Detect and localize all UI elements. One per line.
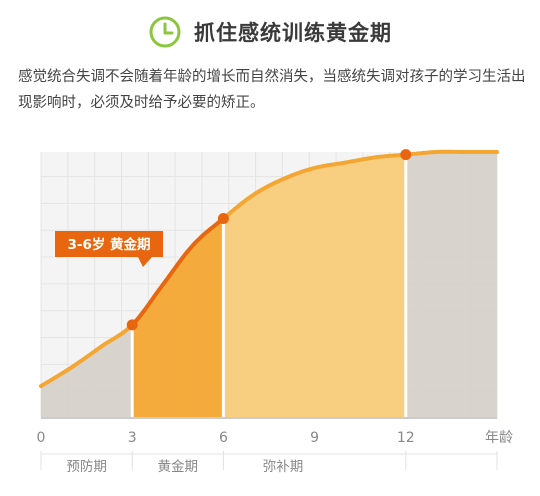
- callout-shape: [55, 231, 163, 267]
- x-tick-label: 6: [219, 430, 228, 446]
- curve-marker: [217, 213, 229, 224]
- callout-text: 3-6岁 黄金期: [67, 236, 150, 253]
- period-label: 弥补期: [263, 458, 304, 475]
- area-弥补期: [223, 154, 406, 418]
- period-label: 黄金期: [158, 459, 199, 475]
- area-tail: [405, 151, 497, 419]
- curve-marker: [400, 149, 412, 161]
- curve-line: [221, 149, 499, 221]
- curve-line-highlight: [130, 216, 226, 327]
- clock-icon: [149, 16, 181, 48]
- intro-text: 感觉统合失调不会随着年龄的增长而自然消失，当感统失调对孩子的学习生活出现影响时，…: [18, 69, 526, 111]
- period-label: 预防期: [66, 459, 107, 475]
- x-axis-label: 年龄: [485, 430, 513, 446]
- x-tick-label: 12: [397, 430, 415, 446]
- x-tick-label: 0: [37, 430, 46, 446]
- curve-line: [39, 322, 135, 389]
- x-tick-label: 9: [310, 430, 319, 446]
- header: 抓住感统训练黄金期: [0, 12, 540, 52]
- area-黄金期: [132, 218, 224, 418]
- page-title: 抓住感统训练黄金期: [194, 21, 392, 45]
- curve-marker: [126, 319, 138, 331]
- x-tick-label: 3: [128, 430, 137, 446]
- callout-badge: 3-6岁 黄金期: [55, 231, 163, 267]
- area-预防期: [41, 324, 133, 418]
